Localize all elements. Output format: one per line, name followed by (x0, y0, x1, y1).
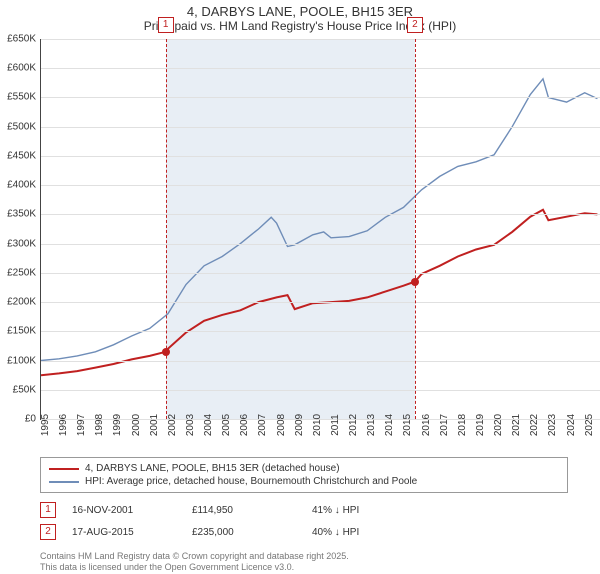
row-marker: 1 (40, 502, 56, 518)
y-tick-label: £550K (7, 92, 36, 103)
y-tick-label: £500K (7, 121, 36, 132)
y-tick-label: £650K (7, 34, 36, 45)
y-axis-labels: £0£50K£100K£150K£200K£250K£300K£350K£400… (0, 39, 40, 419)
transactions-table: 1 16-NOV-2001£114,95041% ↓ HPI 2 17-AUG-201… (40, 499, 550, 543)
x-tick-label: 1997 (76, 414, 87, 436)
y-tick-label: £450K (7, 150, 36, 161)
x-tick-label: 2017 (439, 414, 450, 436)
legend-swatch (49, 481, 79, 483)
y-tick-label: £250K (7, 267, 36, 278)
y-tick-label: £150K (7, 326, 36, 337)
legend-row: 4, DARBYS LANE, POOLE, BH15 3ER (detache… (49, 462, 559, 475)
x-tick-label: 1998 (94, 414, 105, 436)
x-tick-label: 2009 (294, 414, 305, 436)
x-tick-label: 1996 (58, 414, 69, 436)
chart-marker: 1 (158, 17, 174, 33)
y-tick-label: £300K (7, 238, 36, 249)
tx-date: 17-AUG-2015 (72, 527, 192, 538)
x-tick-label: 2015 (402, 414, 413, 436)
series-hpi (41, 79, 597, 361)
x-tick-label: 2007 (257, 414, 268, 436)
page-title: 4, DARBYS LANE, POOLE, BH15 3ER (0, 4, 600, 19)
x-tick-label: 2022 (529, 414, 540, 436)
table-row: 1 16-NOV-2001£114,95041% ↓ HPI (40, 499, 550, 521)
series-price_paid (41, 210, 597, 376)
chart-marker: 2 (407, 17, 423, 33)
y-tick-label: £200K (7, 297, 36, 308)
y-tick-label: £350K (7, 209, 36, 220)
x-tick-label: 2019 (475, 414, 486, 436)
x-tick-label: 2010 (312, 414, 323, 436)
x-tick-label: 2005 (221, 414, 232, 436)
x-tick-label: 2025 (584, 414, 595, 436)
x-tick-label: 2008 (276, 414, 287, 436)
y-tick-label: £400K (7, 180, 36, 191)
y-tick-label: £100K (7, 355, 36, 366)
tx-price: £114,950 (192, 505, 312, 516)
credits: Contains HM Land Registry data © Crown c… (40, 551, 590, 574)
x-tick-label: 2000 (131, 414, 142, 436)
credits-line: Contains HM Land Registry data © Crown c… (40, 551, 590, 562)
data-point (162, 348, 170, 356)
legend-label: 4, DARBYS LANE, POOLE, BH15 3ER (detache… (85, 463, 340, 474)
plot-area: 12 (40, 39, 600, 420)
x-tick-label: 2013 (366, 414, 377, 436)
legend: 4, DARBYS LANE, POOLE, BH15 3ER (detache… (40, 457, 568, 493)
x-tick-label: 2014 (384, 414, 395, 436)
data-point (411, 278, 419, 286)
legend-swatch (49, 468, 79, 470)
x-tick-label: 2016 (421, 414, 432, 436)
legend-label: HPI: Average price, detached house, Bour… (85, 476, 417, 487)
x-tick-label: 2004 (203, 414, 214, 436)
y-tick-label: £50K (13, 384, 36, 395)
x-tick-label: 2001 (149, 414, 160, 436)
x-tick-label: 2003 (185, 414, 196, 436)
x-tick-label: 2023 (547, 414, 558, 436)
x-tick-label: 2024 (566, 414, 577, 436)
row-marker: 2 (40, 524, 56, 540)
x-axis-labels: 1995199619971998199920002001200220032004… (40, 419, 600, 449)
x-tick-label: 2012 (348, 414, 359, 436)
x-tick-label: 2021 (511, 414, 522, 436)
legend-row: HPI: Average price, detached house, Bour… (49, 475, 559, 488)
tx-diff: 40% ↓ HPI (312, 527, 432, 538)
page-subtitle: Price paid vs. HM Land Registry's House … (0, 19, 600, 33)
credits-line: This data is licensed under the Open Gov… (40, 562, 590, 573)
x-tick-label: 1999 (112, 414, 123, 436)
y-tick-label: £0 (25, 414, 36, 425)
table-row: 2 17-AUG-2015£235,00040% ↓ HPI (40, 521, 550, 543)
x-tick-label: 2006 (239, 414, 250, 436)
x-tick-label: 2011 (330, 414, 341, 436)
chart: £0£50K£100K£150K£200K£250K£300K£350K£400… (40, 39, 600, 419)
y-tick-label: £600K (7, 63, 36, 74)
tx-price: £235,000 (192, 527, 312, 538)
line-svg (41, 39, 600, 419)
tx-diff: 41% ↓ HPI (312, 505, 432, 516)
x-tick-label: 2018 (457, 414, 468, 436)
x-tick-label: 2020 (493, 414, 504, 436)
tx-date: 16-NOV-2001 (72, 505, 192, 516)
x-tick-label: 2002 (167, 414, 178, 436)
x-tick-label: 1995 (40, 414, 51, 436)
